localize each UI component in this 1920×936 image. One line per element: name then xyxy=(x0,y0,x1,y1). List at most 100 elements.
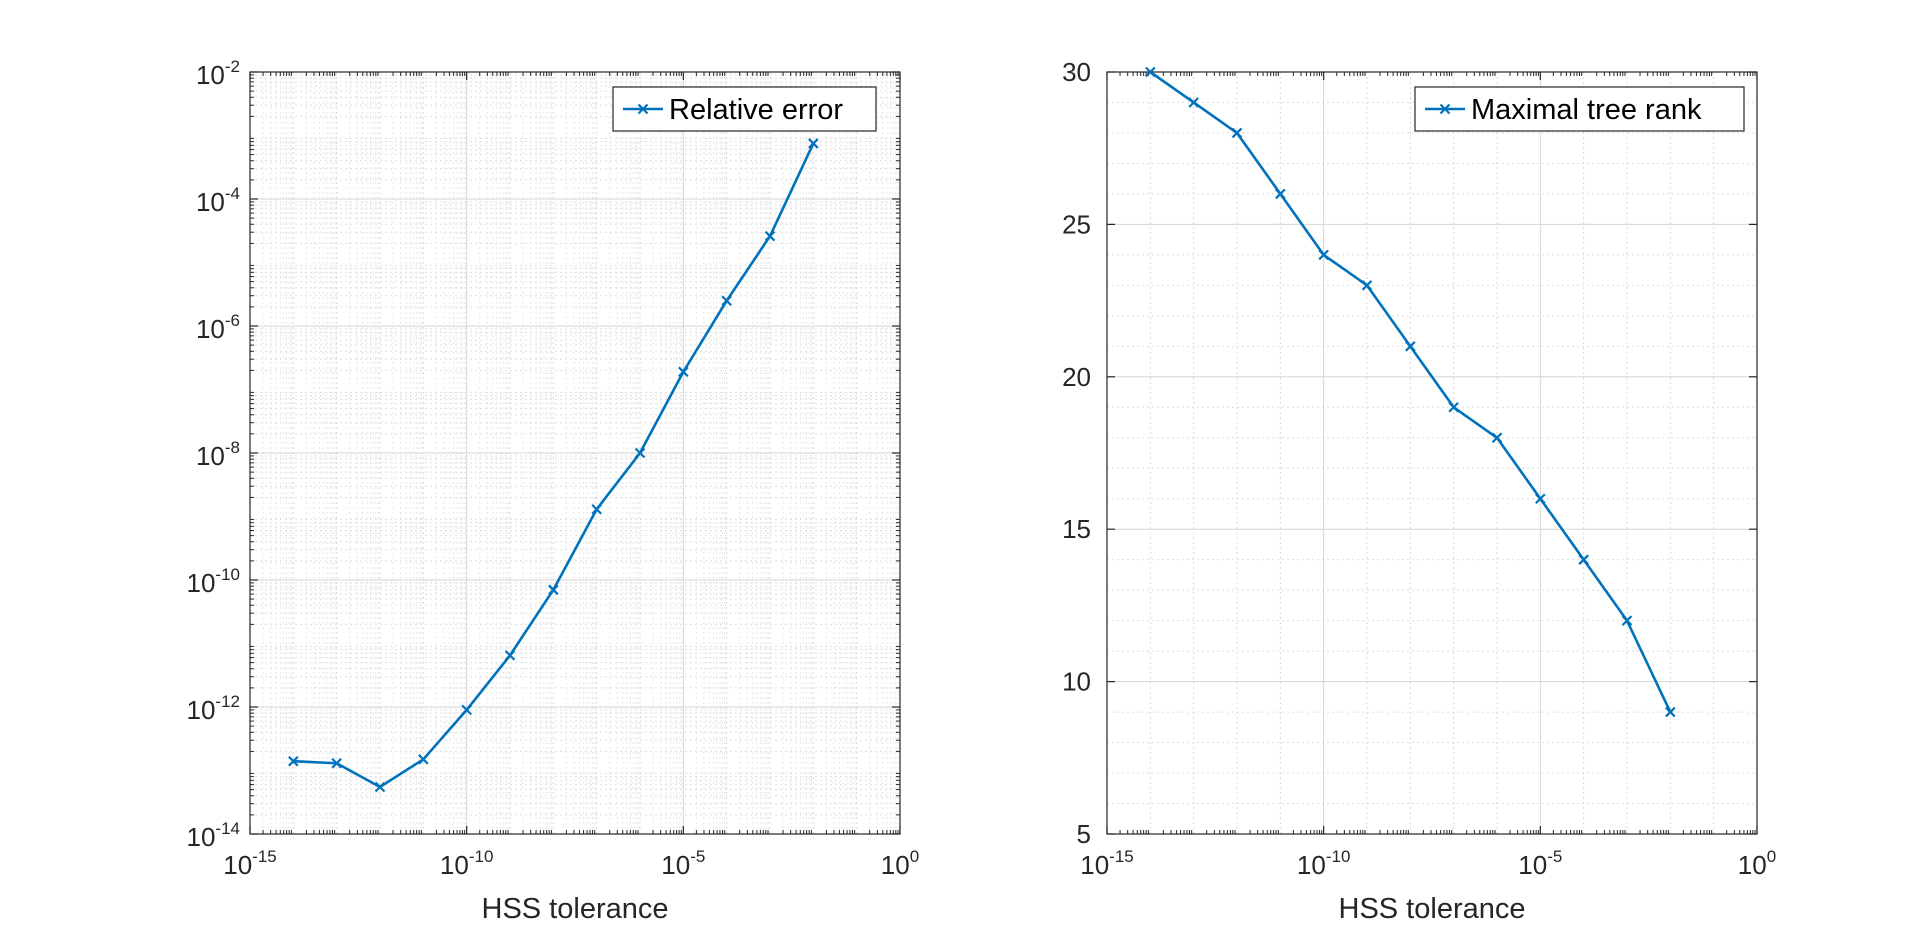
data-point-marker-stroke xyxy=(1578,554,1589,565)
x-tick-label-exponent: -10 xyxy=(469,847,494,866)
data-point-marker xyxy=(1275,188,1286,200)
y-tick-label-exponent: -14 xyxy=(215,819,240,838)
data-point-marker-stroke xyxy=(808,138,819,149)
y-tick-label-base: 10 xyxy=(196,187,225,217)
legend-marker-sample xyxy=(637,103,649,115)
data-point-marker xyxy=(418,754,429,765)
data-point-marker xyxy=(374,781,386,793)
tick-marks xyxy=(1106,71,1758,835)
data-point-marker-stroke xyxy=(1361,280,1373,291)
y-tick-label: 25 xyxy=(1062,209,1091,239)
y-tick-label-base: 10 xyxy=(187,568,216,598)
data-point-marker-stroke xyxy=(1145,66,1156,78)
x-tick-label: 10-5 xyxy=(1518,847,1562,880)
y-tick-label: 20 xyxy=(1062,362,1091,392)
data-point-marker xyxy=(461,704,472,716)
x-axis-label: HSS tolerance xyxy=(1339,893,1526,925)
legend: Maximal tree rank xyxy=(1414,86,1745,132)
y-tick-label: 15 xyxy=(1062,514,1091,544)
data-point-marker-stroke xyxy=(1665,706,1676,718)
data-point-marker xyxy=(634,447,646,459)
data-point-marker-stroke xyxy=(1491,432,1503,444)
y-tick-label-exponent: -10 xyxy=(215,565,240,584)
data-point-marker-stroke xyxy=(634,447,646,459)
data-point-marker xyxy=(1578,554,1589,565)
data-point-marker xyxy=(1231,127,1243,139)
data-point-marker xyxy=(1665,706,1676,718)
x-tick-label-base: 10 xyxy=(881,850,910,880)
data-point-marker xyxy=(1318,249,1329,261)
plot-area xyxy=(1107,72,1757,834)
y-tick-label-base: 10 xyxy=(187,822,216,852)
data-point-marker-stroke xyxy=(1535,493,1546,504)
x-tick-label-exponent: -10 xyxy=(1326,847,1351,866)
relative-error-chart: 10-15 10-10 10-5 10010-1410-1210-1010-810-6… xyxy=(187,57,920,925)
data-point-marker xyxy=(1491,432,1503,444)
y-tick-label-exponent: -6 xyxy=(225,311,240,330)
data-point-marker-stroke xyxy=(721,295,732,307)
data-point-marker-stroke xyxy=(764,230,776,242)
y-tick-label: 10-6 xyxy=(196,311,240,344)
data-point-marker xyxy=(808,138,819,149)
data-point-marker-stroke xyxy=(1621,615,1633,626)
y-tick-label: 10-2 xyxy=(196,57,240,90)
x-tick-label-exponent: -5 xyxy=(1547,847,1562,866)
y-tick-label: 10-14 xyxy=(187,819,241,852)
data-point-marker-stroke xyxy=(1318,249,1329,261)
x-tick-label-base: 10 xyxy=(1738,850,1767,880)
x-tick-label: 10-15 xyxy=(223,847,277,880)
data-point-marker xyxy=(288,755,299,767)
data-point-marker-stroke xyxy=(678,366,689,378)
y-tick-label: 5 xyxy=(1077,819,1091,849)
legend-label: Relative error xyxy=(669,94,843,126)
x-tick-label-exponent: 0 xyxy=(910,847,919,866)
y-tick-label: 30 xyxy=(1062,57,1091,87)
series-0 xyxy=(1145,66,1676,718)
y-tick-label: 10-8 xyxy=(196,438,240,471)
y-tick-label: 10 xyxy=(1062,667,1091,697)
x-axis-label: HSS tolerance xyxy=(482,893,669,925)
legend-box xyxy=(1414,86,1745,132)
data-point-marker-stroke xyxy=(1231,127,1243,139)
x-tick-label: 10-10 xyxy=(1297,847,1351,880)
data-point-marker xyxy=(764,230,776,242)
data-point-marker xyxy=(1361,280,1373,291)
axes-box xyxy=(1106,71,1758,835)
data-point-marker-stroke xyxy=(1405,341,1416,352)
y-tick-label-exponent: -4 xyxy=(225,184,240,203)
data-point-marker-stroke xyxy=(1188,97,1199,108)
x-tick-label-base: 10 xyxy=(223,850,252,880)
grid xyxy=(249,71,901,835)
y-tick-label-exponent: -8 xyxy=(225,438,240,457)
y-tick-label: 10-10 xyxy=(187,565,241,598)
data-point-marker xyxy=(1405,341,1416,352)
data-point-marker-stroke xyxy=(548,584,559,596)
data-point-marker xyxy=(678,366,689,378)
legend-label: Maximal tree rank xyxy=(1471,94,1702,126)
data-point-marker-stroke xyxy=(288,755,299,767)
y-tick-label-base: 10 xyxy=(196,60,225,90)
data-point-marker xyxy=(1621,615,1633,626)
y-tick-label: 10-4 xyxy=(196,184,240,217)
data-point-marker xyxy=(331,757,342,769)
x-tick-label-exponent: -15 xyxy=(252,847,277,866)
y-tick-label: 10-12 xyxy=(187,692,241,725)
x-tick-label-exponent: 0 xyxy=(1767,847,1776,866)
data-point-marker xyxy=(721,295,732,307)
legend-marker-sample xyxy=(1439,103,1451,115)
data-point-marker-stroke xyxy=(374,781,386,793)
y-tick-label-base: 10 xyxy=(196,441,225,471)
tick-marks xyxy=(249,71,901,835)
x-tick-label: 100 xyxy=(1738,847,1776,880)
data-point-marker-stroke xyxy=(461,704,472,716)
y-tick-label-exponent: -2 xyxy=(225,57,240,76)
y-tick-label-base: 10 xyxy=(187,695,216,725)
x-tick-label: 10-5 xyxy=(661,847,705,880)
data-point-marker-stroke xyxy=(1275,188,1286,200)
data-point-marker xyxy=(1448,402,1459,413)
x-tick-label-exponent: -5 xyxy=(690,847,705,866)
data-point-marker xyxy=(1145,66,1156,78)
x-tick-label: 10-15 xyxy=(1080,847,1134,880)
